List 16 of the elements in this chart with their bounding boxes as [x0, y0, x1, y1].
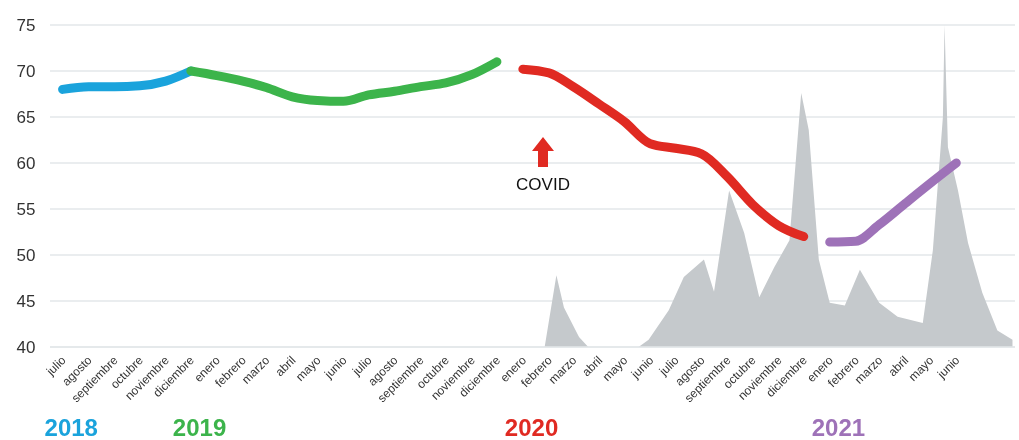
- y-tick-label: 50: [16, 245, 36, 265]
- text: 2018: [44, 414, 98, 440]
- x-tick-label: julio: [349, 353, 375, 379]
- y-tick-label: 45: [16, 291, 36, 311]
- annotation: COVID: [516, 174, 570, 194]
- y-tick-label: 75: [16, 15, 36, 35]
- y-tick-label: 65: [16, 107, 36, 127]
- x-tick-label: julio: [655, 353, 682, 379]
- y-tick-label: 70: [16, 61, 36, 81]
- y-tick-label: 40: [16, 337, 36, 357]
- text: 2020: [504, 414, 559, 440]
- y-tick-label: 60: [16, 153, 36, 173]
- x-tick-label: julio: [42, 353, 69, 379]
- y-tick-label: 55: [16, 199, 36, 219]
- text: 2021: [811, 414, 866, 440]
- text: 2019: [172, 414, 227, 440]
